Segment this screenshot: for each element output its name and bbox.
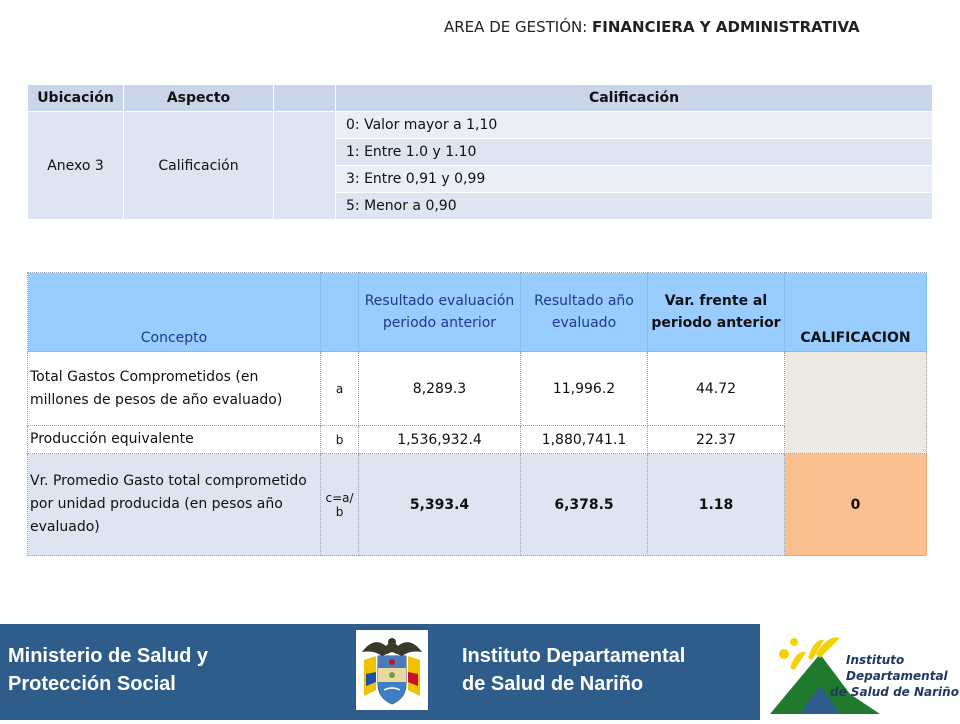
header-concepto: Concepto	[27, 272, 321, 352]
blank-cell	[273, 111, 336, 220]
change-cell: 1.18	[647, 453, 785, 556]
calif-cell	[784, 351, 927, 454]
scale-item-3: 5: Menor a 0,90	[335, 192, 933, 220]
table-row: Anexo 3 Calificación 0: Valor mayor a 1,…	[27, 111, 933, 220]
current-cell: 1,880,741.1	[520, 425, 648, 454]
header-ubicacion: Ubicación	[27, 84, 124, 112]
area-prefix: AREA DE GESTIÓN:	[444, 18, 593, 36]
concept-cell: Total Gastos Comprometidos (en millones …	[27, 351, 321, 426]
change-cell: 44.72	[647, 351, 785, 426]
table-row: 1: Entre 1.0 y 1.10	[28, 138, 933, 166]
header-var: Var. frente al periodo anterior	[647, 272, 785, 352]
var-cell: a	[320, 351, 359, 426]
calif-value-cell: 0	[784, 453, 927, 556]
area-value: FINANCIERA Y ADMINISTRATIVA	[592, 18, 860, 36]
indicator-table: Concepto Resultado evaluación periodo an…	[27, 272, 927, 556]
coat-of-arms-icon	[356, 630, 428, 710]
logo-text-2: Departamental	[846, 669, 949, 683]
var-cell: b	[320, 425, 359, 454]
concept-cell: Vr. Promedio Gasto total comprometido po…	[27, 453, 321, 556]
footer-bar: Ministerio de Salud y Protección Social …	[0, 624, 960, 720]
logo-text-3: de Salud de Nariño	[830, 685, 959, 699]
table-header-row: Ubicación Aspecto Calificación	[27, 84, 933, 112]
table-row: 5: Menor a 0,90	[28, 192, 933, 220]
change-cell: 22.37	[647, 425, 785, 454]
header-calificacion: Calificación	[335, 84, 933, 112]
table-header-row: Concepto Resultado evaluación periodo an…	[27, 272, 927, 352]
concept-cell: Producción equivalente	[27, 425, 321, 454]
institute-line-1: Instituto Departamental	[462, 645, 686, 667]
aspecto-cell: Calificación	[123, 111, 274, 220]
table-row: Vr. Promedio Gasto total comprometido po…	[27, 453, 927, 556]
header-empty	[320, 272, 359, 352]
institute-line-2: de Salud de Nariño	[462, 673, 644, 695]
area-title: AREA DE GESTIÓN: FINANCIERA Y ADMINISTRA…	[444, 18, 860, 36]
prev-cell: 1,536,932.4	[358, 425, 521, 454]
scale-item-0: 0: Valor mayor a 1,10	[335, 111, 933, 139]
institute-logo-icon: Instituto Departamental de Salud de Nari…	[760, 624, 960, 720]
header-prev: Resultado evaluación periodo anterior	[358, 272, 521, 352]
ministry-name: Ministerio de Salud y Protección Social	[8, 642, 208, 698]
logo-text-1: Instituto	[846, 653, 904, 667]
current-cell: 11,996.2	[520, 351, 648, 426]
ministry-line-1: Ministerio de Salud y	[8, 645, 209, 667]
header-current: Resultado año evaluado	[520, 272, 648, 352]
ministry-line-2: Protección Social	[8, 673, 176, 695]
header-aspecto: Aspecto	[123, 84, 274, 112]
var-cell: c=a/ b	[320, 453, 359, 556]
table-row: Total Gastos Comprometidos (en millones …	[27, 351, 927, 454]
prev-cell: 8,289.3	[358, 351, 521, 426]
current-cell: 6,378.5	[520, 453, 648, 556]
scale-item-1: 1: Entre 1.0 y 1.10	[335, 138, 933, 166]
rating-scale-table: Ubicación Aspecto Calificación Anexo 3 C…	[27, 84, 933, 220]
scale-item-2: 3: Entre 0,91 y 0,99	[335, 165, 933, 193]
ubicacion-cell: Anexo 3	[27, 111, 124, 220]
header-blank	[273, 84, 336, 112]
header-calificacion: CALIFICACION	[784, 272, 927, 352]
institute-name: Instituto Departamental de Salud de Nari…	[462, 642, 685, 698]
prev-cell: 5,393.4	[358, 453, 521, 556]
